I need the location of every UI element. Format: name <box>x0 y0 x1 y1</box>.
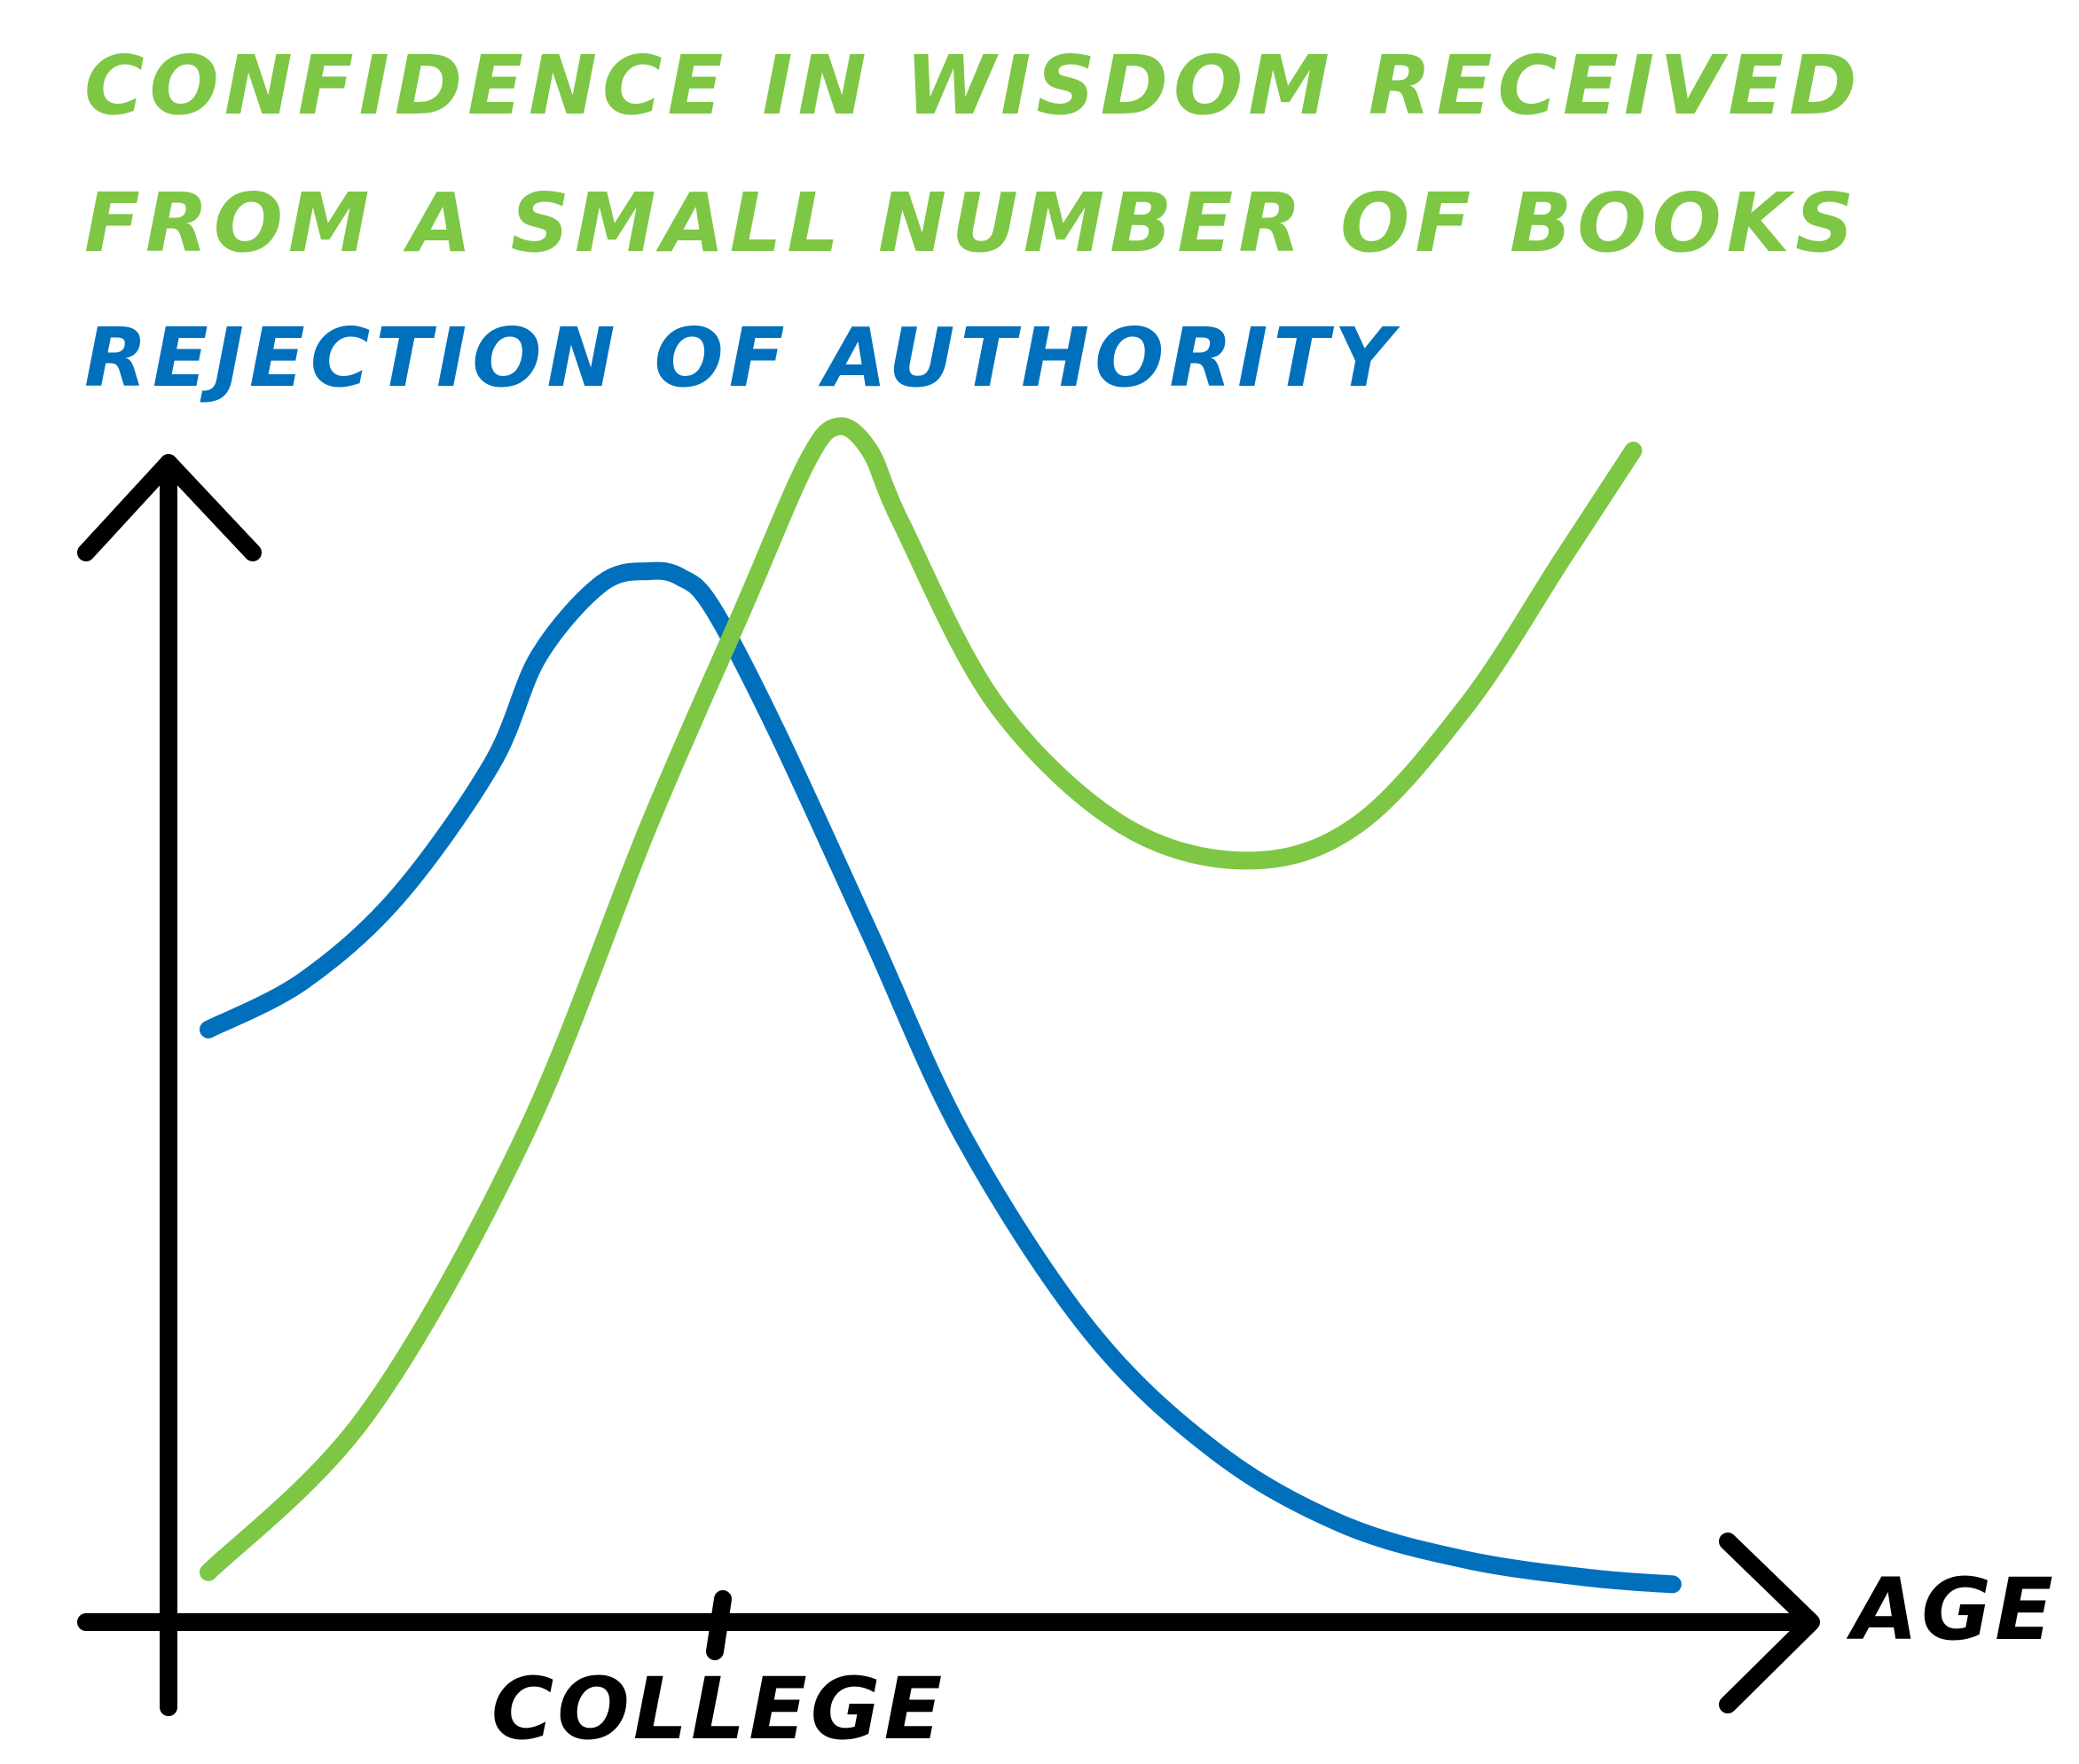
legend-label-confidence-line-1: CONFIDENCE IN WISDOM RECEIVED <box>84 38 1862 133</box>
y-axis-arrowhead <box>77 454 262 561</box>
x-axis-label: AGE <box>1846 1560 2057 1659</box>
series-line-rejection <box>200 561 1682 1594</box>
legend: CONFIDENCE IN WISDOM RECEIVED FROM A SMA… <box>84 38 1862 405</box>
series-layer <box>200 417 1682 1594</box>
axes: COLLEGE AGE <box>77 454 2057 1759</box>
series-line-confidence <box>200 417 1643 1581</box>
x-tick-college <box>706 1590 732 1660</box>
legend-label-rejection: REJECTION OF AUTHORITY <box>84 310 1400 405</box>
x-axis-arrowhead <box>1719 1533 1820 1713</box>
legend-label-confidence-line-2: FROM A SMALL NUMBER OF BOOKS <box>84 176 1859 270</box>
x-tick-label-college: COLLEGE <box>491 1659 945 1759</box>
